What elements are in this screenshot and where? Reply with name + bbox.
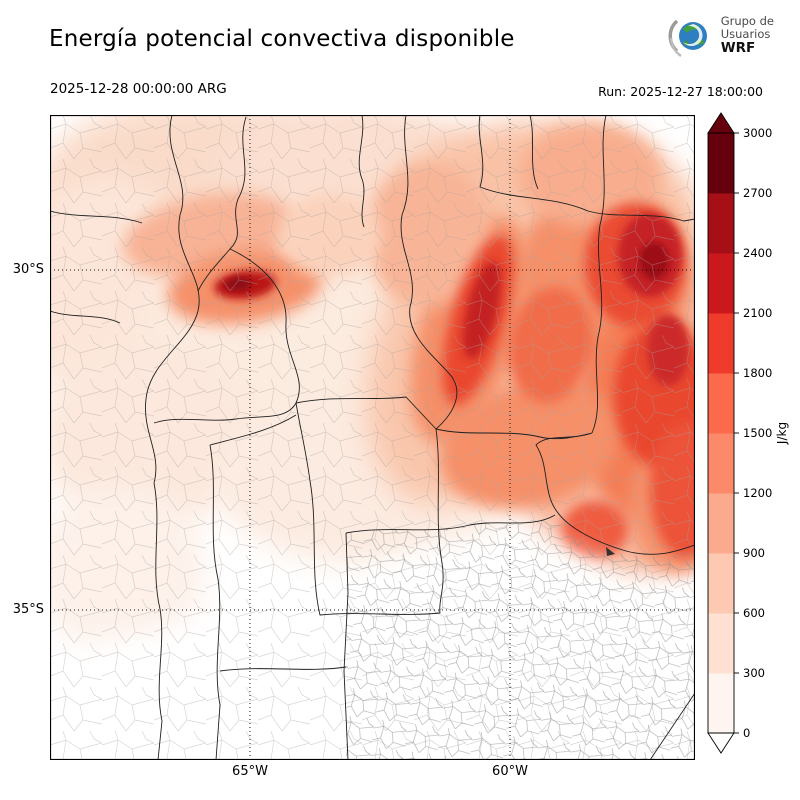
- colorbar-segment: [708, 373, 734, 434]
- colorbar-tick-label: 1800: [743, 366, 772, 380]
- logo-line-wrf: WRF: [721, 41, 774, 57]
- cape-map: [50, 115, 695, 760]
- wrf-logo: Grupo de Usuarios WRF: [666, 12, 774, 60]
- colorbar-tick-label: 2700: [743, 186, 772, 200]
- x-tick-65w: 65°W: [220, 764, 280, 779]
- colorbar-units-label: J/kg: [775, 422, 789, 445]
- colorbar-tick-label: 1500: [743, 426, 772, 440]
- colorbar-segment: [708, 493, 734, 554]
- colorbar-tick-label: 2100: [743, 306, 772, 320]
- map-area: [50, 115, 695, 760]
- colorbar-segment: [708, 553, 734, 614]
- colorbar-segment: [708, 433, 734, 494]
- colorbar-segment: [708, 613, 734, 674]
- wrf-cape-chart-page: Energía potencial convectiva disponible …: [0, 0, 800, 800]
- colorbar-tick-label: 600: [743, 606, 765, 620]
- page-title: Energía potencial convectiva disponible: [49, 26, 515, 52]
- colorbar-segment: [708, 253, 734, 314]
- colorbar-tick-label: 3000: [743, 126, 772, 140]
- colorbar-tick-label: 300: [743, 666, 765, 680]
- wrf-globe-icon: [666, 12, 714, 60]
- colorbar-over-arrow: [708, 113, 734, 133]
- y-tick-35s: 35°S: [8, 602, 44, 617]
- colorbar-tick-label: 1200: [743, 486, 772, 500]
- colorbar-segment: [708, 133, 734, 194]
- colorbar-segment: [708, 673, 734, 734]
- colorbar-tick-label: 900: [743, 546, 765, 560]
- colorbar-tick-label: 2400: [743, 246, 772, 260]
- colorbar-segment: [708, 313, 734, 374]
- valid-time-label: 2025-12-28 00:00:00 ARG: [50, 81, 227, 97]
- colorbar-under-arrow: [708, 733, 734, 753]
- colorbar-tick-label: 0: [743, 726, 750, 740]
- x-tick-60w: 60°W: [480, 764, 540, 779]
- run-time-label: Run: 2025-12-27 18:00:00: [598, 84, 763, 99]
- logo-text: Grupo de Usuarios WRF: [721, 15, 774, 57]
- y-tick-30s: 30°S: [8, 262, 44, 277]
- colorbar: 0 300 600 900 1200 1500 1800 2100 2400 2700 3000 J/…: [704, 112, 800, 772]
- colorbar-segment: [708, 193, 734, 254]
